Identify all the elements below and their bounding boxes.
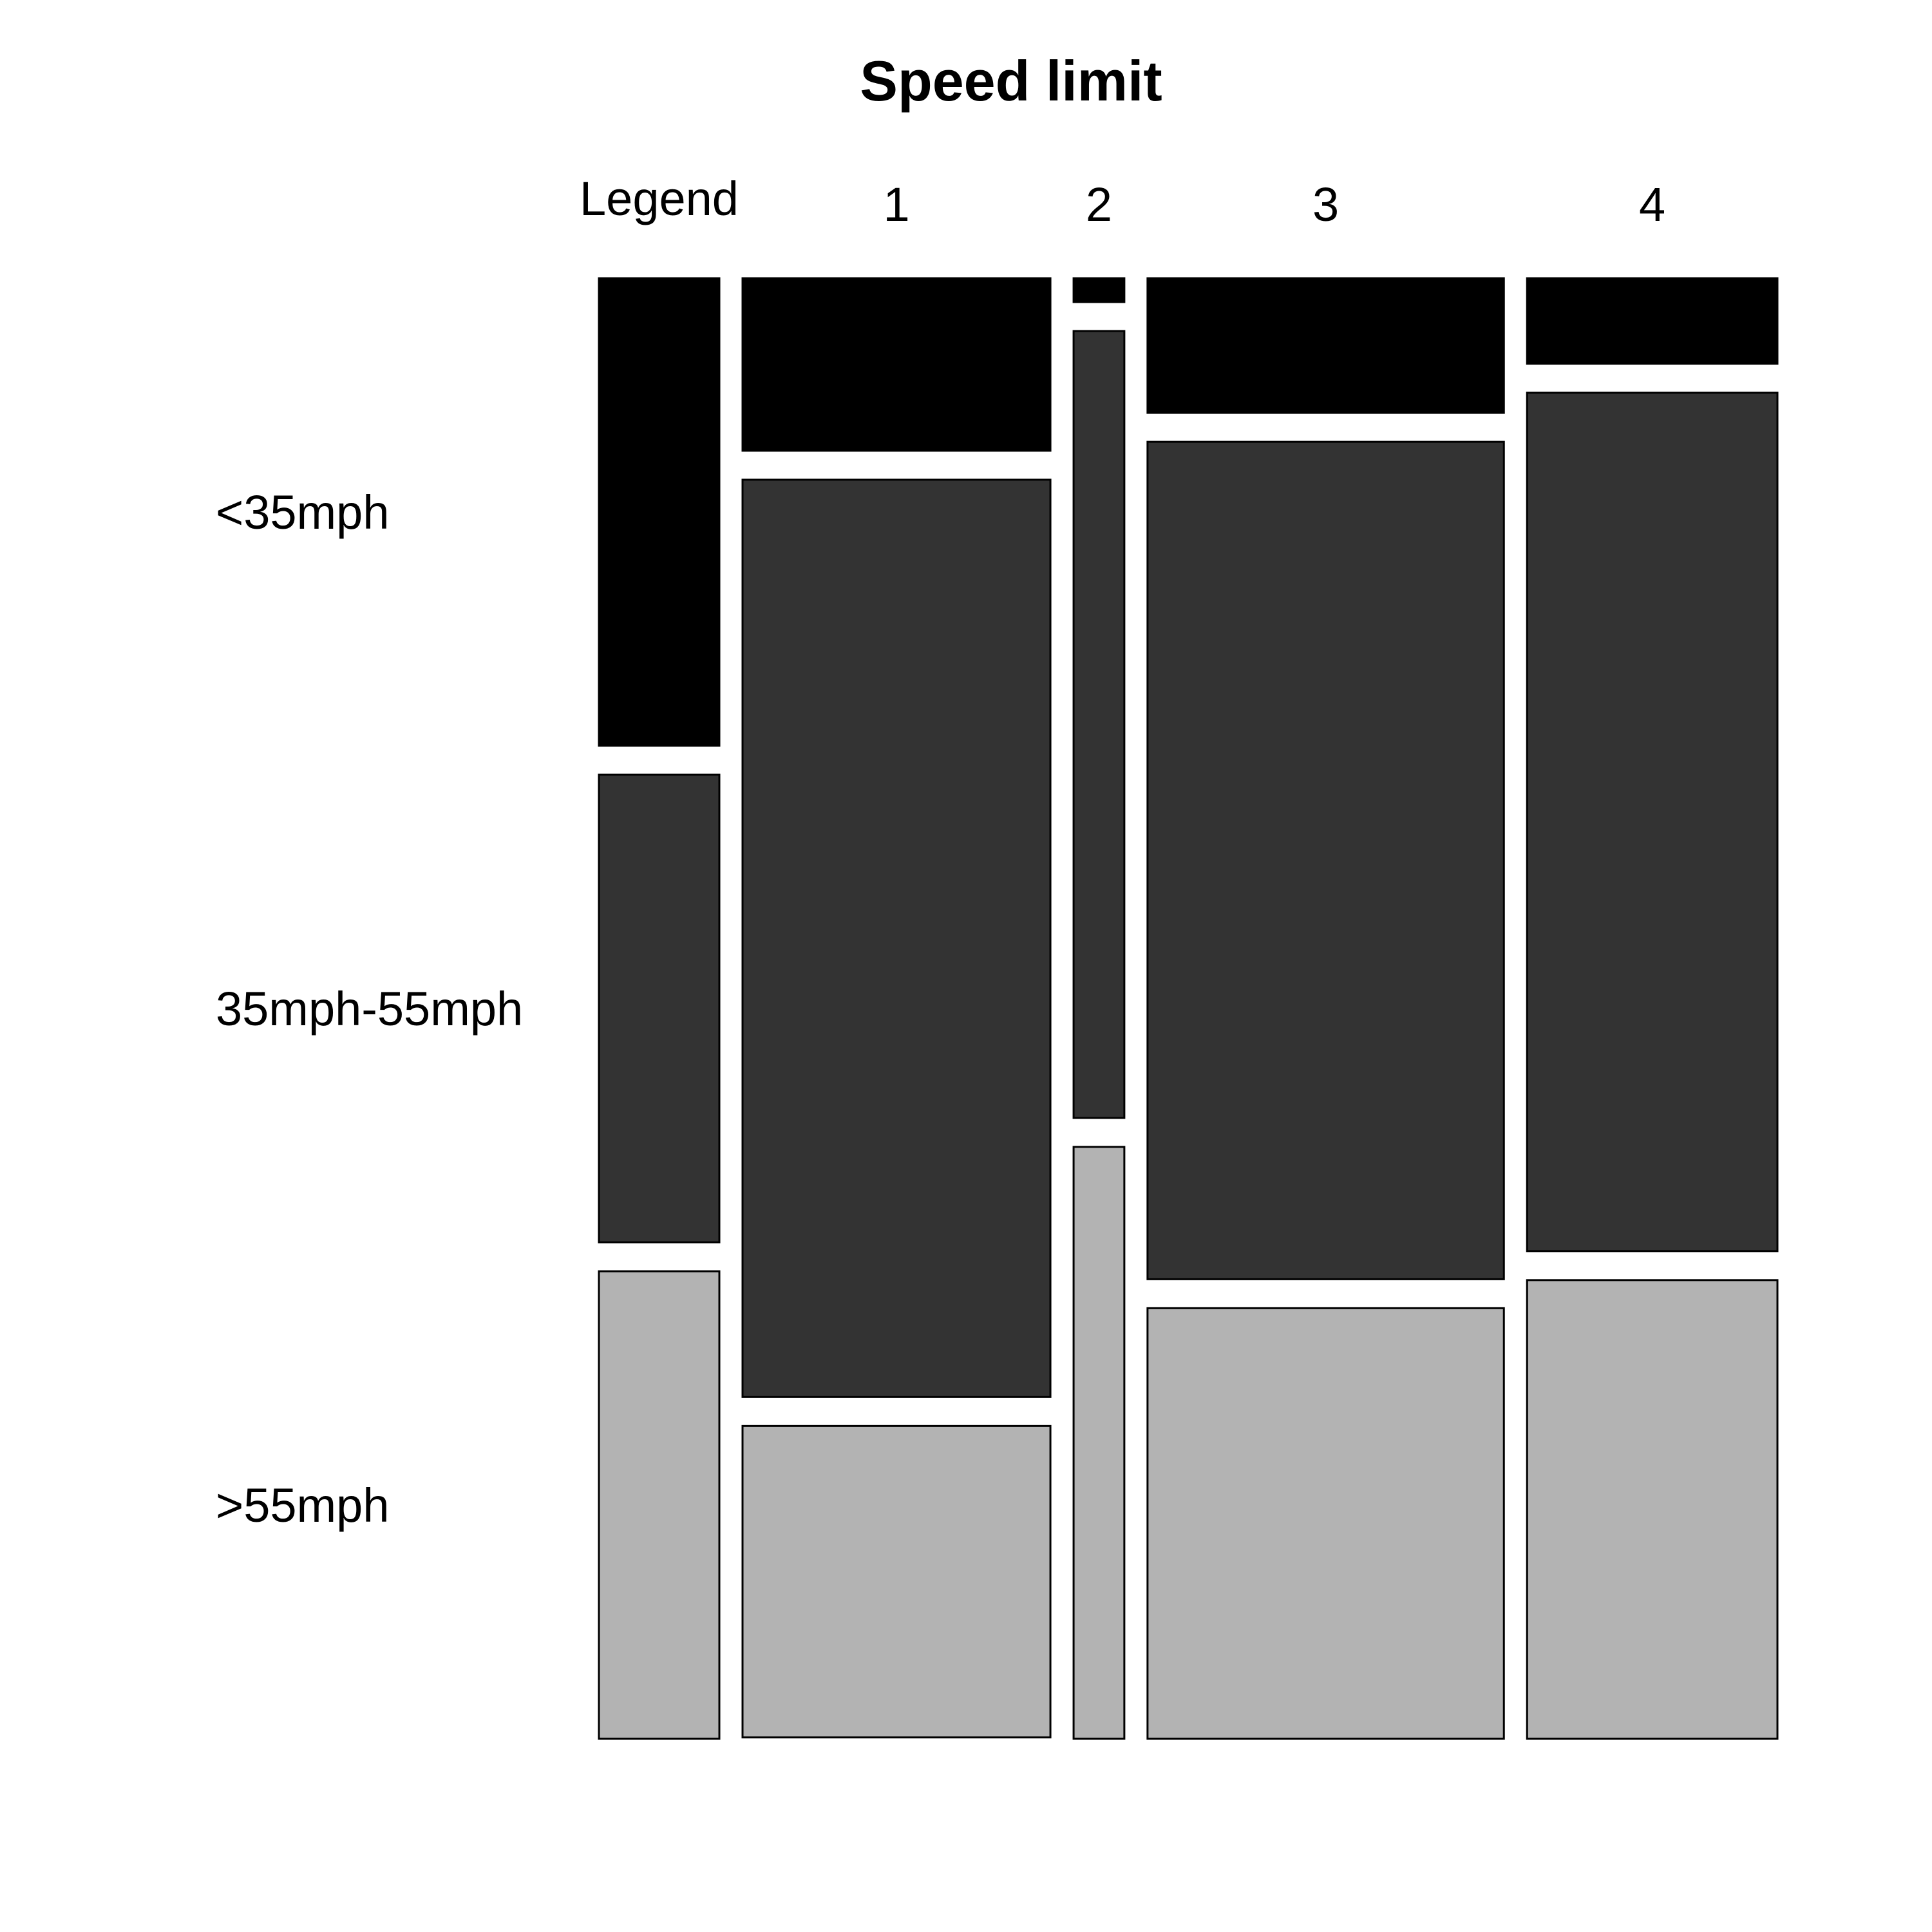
tile-col-4-35mph-55mph — [1526, 392, 1779, 1253]
column-label-2: 2 — [1086, 178, 1112, 231]
column-label-4: 4 — [1639, 178, 1665, 231]
tile-col-4-gt-55mph — [1526, 1279, 1779, 1740]
legend-swatch-lt-35mph — [598, 277, 721, 747]
tile-col-3-gt-55mph — [1146, 1307, 1505, 1740]
row-label-35mph-55mph: 35mph-55mph — [216, 982, 523, 1036]
tile-col-1-35mph-55mph — [741, 478, 1052, 1398]
tile-col-2-35mph-55mph — [1072, 330, 1126, 1119]
tile-col-2-gt-55mph — [1072, 1146, 1126, 1740]
tile-col-4-lt-35mph — [1526, 277, 1779, 365]
tile-col-3-35mph-55mph — [1146, 440, 1505, 1280]
tile-col-3-lt-35mph — [1146, 277, 1505, 414]
row-label-gt-55mph: >55mph — [216, 1479, 389, 1532]
chart-title: Speed limit — [860, 49, 1162, 113]
row-label-lt-35mph: <35mph — [216, 486, 389, 539]
tile-col-1-gt-55mph — [741, 1425, 1052, 1739]
column-label-3: 3 — [1312, 178, 1339, 231]
mosaic-labels: Legend <35mph 35mph-55mph >55mph 1 2 3 4 — [216, 172, 1665, 1532]
column-label-1: 1 — [883, 178, 909, 231]
tile-col-1-lt-35mph — [741, 277, 1052, 452]
legend-swatch-35mph-55mph — [598, 773, 721, 1244]
tile-col-2-lt-35mph — [1072, 277, 1126, 303]
legend-header: Legend — [580, 172, 739, 225]
mosaic-tiles — [598, 277, 1779, 1740]
legend-swatch-gt-55mph — [598, 1270, 721, 1740]
